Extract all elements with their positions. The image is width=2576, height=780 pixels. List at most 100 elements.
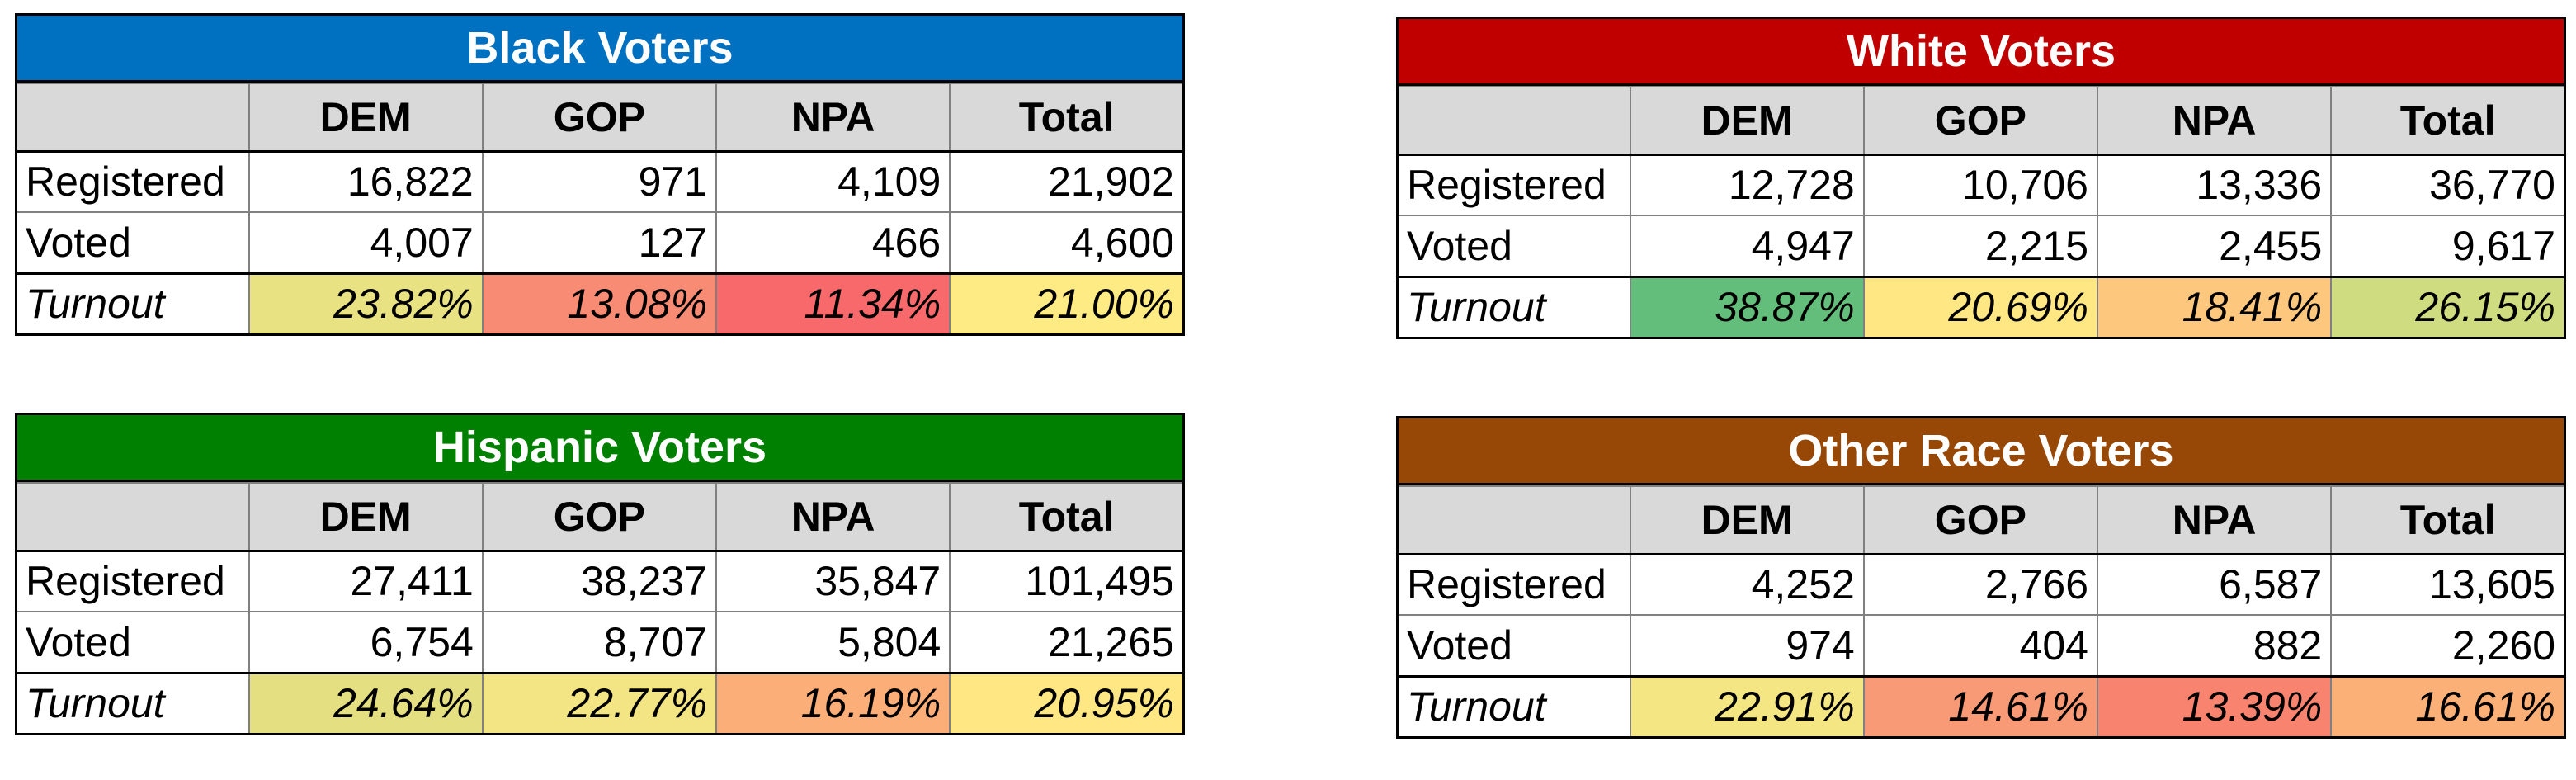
black-voters-table: DEM GOP NPA Total Registered 16,822 971 4,109 21… (15, 83, 1185, 336)
registered-value-cell: 2,766 (1862, 553, 2099, 616)
header-row: DEM GOP NPA Total (15, 482, 1185, 552)
registered-value-cell: 36,770 (2330, 154, 2566, 216)
voted-value-cell: 466 (715, 211, 951, 274)
turnout-row: Turnout 24.64% 22.77% 16.19% 20.95% (15, 671, 1185, 735)
turnout-value-cell: 38.87% (1629, 275, 1865, 338)
column-header: Total (949, 83, 1185, 153)
registered-value-cell: 27,411 (248, 550, 484, 612)
turnout-value-cell: 21.00% (949, 272, 1185, 335)
turnout-value-cell: 22.91% (1629, 674, 1865, 738)
turnout-value-cell: 14.61% (1862, 674, 2099, 738)
turnout-value-cell: 23.82% (248, 272, 484, 335)
header-row: DEM GOP NPA Total (1396, 485, 2566, 555)
row-label: Registered (15, 550, 250, 612)
turnout-value-cell: 16.61% (2330, 674, 2566, 738)
turnout-value-cell: 20.69% (1862, 275, 2099, 338)
voted-row: Voted 6,754 8,707 5,804 21,265 (15, 611, 1185, 674)
corner-cell (1396, 485, 1631, 555)
column-header: NPA (715, 83, 951, 153)
corner-cell (15, 482, 250, 552)
other-race-voters-title: Other Race Voters (1396, 416, 2566, 485)
turnout-row: Turnout 23.82% 13.08% 11.34% 21.00% (15, 272, 1185, 335)
voted-value-cell: 4,007 (248, 211, 484, 274)
voted-row: Voted 4,947 2,215 2,455 9,617 (1396, 215, 2566, 277)
turnout-row: Turnout 38.87% 20.69% 18.41% 26.15% (1396, 275, 2566, 338)
registered-row: Registered 4,252 2,766 6,587 13,605 (1396, 553, 2566, 616)
column-header: NPA (2096, 485, 2333, 555)
registered-value-cell: 16,822 (248, 150, 484, 213)
row-label: Turnout (15, 272, 250, 335)
black-voters-title: Black Voters (15, 13, 1185, 83)
registered-row: Registered 27,411 38,237 35,847 101,495 (15, 550, 1185, 612)
turnout-row: Turnout 22.91% 14.61% 13.39% 16.61% (1396, 674, 2566, 738)
black-voters-panel: Black Voters DEM GOP NPA Total Registered 16,8… (15, 13, 1185, 336)
registered-value-cell: 10,706 (1862, 154, 2099, 216)
row-label: Registered (1396, 154, 1631, 216)
column-header: DEM (1629, 86, 1865, 156)
header-row: DEM GOP NPA Total (1396, 86, 2566, 156)
voted-value-cell: 9,617 (2330, 215, 2566, 277)
voted-value-cell: 4,600 (949, 211, 1185, 274)
voted-value-cell: 2,455 (2096, 215, 2333, 277)
corner-cell (15, 83, 250, 153)
voted-row: Voted 4,007 127 466 4,600 (15, 211, 1185, 274)
turnout-value-cell: 20.95% (949, 671, 1185, 735)
registered-value-cell: 21,902 (949, 150, 1185, 213)
voted-value-cell: 21,265 (949, 611, 1185, 674)
voted-row: Voted 974 404 882 2,260 (1396, 614, 2566, 677)
row-label: Voted (1396, 215, 1631, 277)
turnout-value-cell: 11.34% (715, 272, 951, 335)
corner-cell (1396, 86, 1631, 156)
column-header: GOP (481, 83, 718, 153)
registered-value-cell: 13,336 (2096, 154, 2333, 216)
other-race-voters-table: DEM GOP NPA Total Registered 4,252 2,766 6,587 1… (1396, 485, 2566, 739)
column-header: GOP (481, 482, 718, 552)
registered-value-cell: 13,605 (2330, 553, 2566, 616)
voted-value-cell: 882 (2096, 614, 2333, 677)
turnout-value-cell: 13.08% (481, 272, 718, 335)
white-voters-table: DEM GOP NPA Total Registered 12,728 10,706 13,3… (1396, 86, 2566, 339)
column-header: GOP (1862, 86, 2099, 156)
row-label: Voted (1396, 614, 1631, 677)
registered-row: Registered 12,728 10,706 13,336 36,770 (1396, 154, 2566, 216)
column-header: DEM (1629, 485, 1865, 555)
registered-value-cell: 38,237 (481, 550, 718, 612)
registered-value-cell: 6,587 (2096, 553, 2333, 616)
other-race-voters-panel: Other Race Voters DEM GOP NPA Total Registere… (1396, 416, 2566, 739)
turnout-value-cell: 18.41% (2096, 275, 2333, 338)
hispanic-voters-panel: Hispanic Voters DEM GOP NPA Total Registered 2… (15, 413, 1185, 735)
registered-value-cell: 971 (481, 150, 718, 213)
registered-value-cell: 4,109 (715, 150, 951, 213)
registered-value-cell: 12,728 (1629, 154, 1865, 216)
row-label: Turnout (15, 671, 250, 735)
column-header: DEM (248, 83, 484, 153)
registered-value-cell: 35,847 (715, 550, 951, 612)
turnout-value-cell: 13.39% (2096, 674, 2333, 738)
row-label: Turnout (1396, 674, 1631, 738)
hispanic-voters-title: Hispanic Voters (15, 413, 1185, 482)
row-label: Registered (15, 150, 250, 213)
white-voters-panel: White Voters DEM GOP NPA Total Registered 12,7… (1396, 17, 2566, 339)
voted-value-cell: 4,947 (1629, 215, 1865, 277)
voted-value-cell: 2,215 (1862, 215, 2099, 277)
column-header: Total (2330, 86, 2566, 156)
registered-value-cell: 4,252 (1629, 553, 1865, 616)
voted-value-cell: 2,260 (2330, 614, 2566, 677)
column-header: Total (2330, 485, 2566, 555)
hispanic-voters-table: DEM GOP NPA Total Registered 27,411 38,237 35,8… (15, 482, 1185, 735)
voted-value-cell: 6,754 (248, 611, 484, 674)
turnout-value-cell: 24.64% (248, 671, 484, 735)
voted-value-cell: 974 (1629, 614, 1865, 677)
column-header: NPA (715, 482, 951, 552)
column-header: DEM (248, 482, 484, 552)
row-label: Voted (15, 211, 250, 274)
voted-value-cell: 127 (481, 211, 718, 274)
registered-row: Registered 16,822 971 4,109 21,902 (15, 150, 1185, 213)
header-row: DEM GOP NPA Total (15, 83, 1185, 153)
voted-value-cell: 8,707 (481, 611, 718, 674)
registered-value-cell: 101,495 (949, 550, 1185, 612)
turnout-value-cell: 16.19% (715, 671, 951, 735)
row-label: Turnout (1396, 275, 1631, 338)
column-header: NPA (2096, 86, 2333, 156)
turnout-value-cell: 26.15% (2330, 275, 2566, 338)
